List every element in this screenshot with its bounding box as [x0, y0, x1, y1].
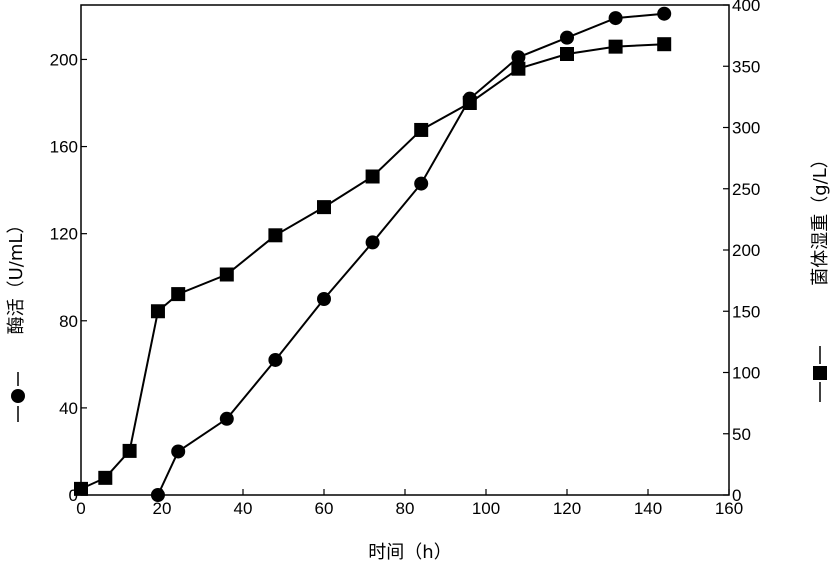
- series-line-1: [80, 43, 665, 490]
- enzyme-activity-point: [657, 6, 672, 21]
- right-y-tick-label: 200: [732, 241, 760, 260]
- right-y-tick-label: 400: [732, 0, 760, 15]
- x-tick-label: 20: [153, 499, 172, 518]
- left-y-tick-label: 40: [59, 399, 78, 418]
- wet-weight-point: [462, 96, 477, 110]
- wet-weight-point: [560, 47, 574, 61]
- wet-weight-point: [171, 287, 186, 302]
- right-y-tick-label: 0: [732, 486, 741, 505]
- x-tick-label: 140: [634, 499, 662, 518]
- wet-weight-point: [657, 37, 672, 52]
- left-y-axis-legend: 酶活（U/mL）: [6, 216, 27, 422]
- series-layer: [74, 6, 672, 502]
- x-tick-label: 100: [472, 499, 500, 518]
- wet-weight-point: [150, 304, 165, 319]
- wet-weight-point: [74, 481, 88, 496]
- enzyme-activity-point: [414, 176, 429, 191]
- enzyme-activity-point: [219, 411, 234, 426]
- wet-weight-point: [414, 122, 429, 137]
- right-y-tick-label: 250: [732, 180, 760, 199]
- wet-weight-point: [365, 169, 380, 184]
- enzyme-activity-point: [560, 30, 574, 45]
- enzyme-activity-point: [511, 50, 526, 65]
- series-line-0: [157, 12, 665, 496]
- x-tick-label: 80: [396, 499, 415, 518]
- wet-weight-point: [98, 470, 113, 485]
- enzyme-activity-point: [317, 292, 331, 306]
- enzyme-activity-point: [608, 11, 623, 26]
- left-y-axis-ticks: 0 40 80 120 160 200: [50, 50, 87, 505]
- right-y-axis-title: 菌体湿重（g/L）: [810, 150, 831, 286]
- right-y-tick-label: 300: [732, 119, 760, 138]
- wet-weight-point: [511, 61, 526, 76]
- x-tick-label: 60: [315, 499, 334, 518]
- x-tick-label: 160: [715, 499, 743, 518]
- x-tick-label: 0: [76, 499, 85, 518]
- right-y-axis-legend: 菌体湿重（g/L）: [810, 150, 831, 402]
- left-y-tick-label: 0: [69, 486, 78, 505]
- x-tick-label: 120: [553, 499, 581, 518]
- wet-weight-point: [122, 443, 137, 458]
- left-y-tick-label: 160: [50, 138, 78, 157]
- enzyme-activity-point: [365, 235, 380, 250]
- left-legend-circle-marker: [11, 389, 25, 403]
- wet-weight-point: [268, 228, 283, 243]
- enzyme-activity-point: [171, 444, 186, 459]
- left-y-tick-label: 200: [50, 50, 78, 69]
- x-tick-label: 40: [234, 499, 253, 518]
- left-y-axis-title: 酶活（U/mL）: [6, 216, 27, 335]
- plot-area-frame: [80, 4, 730, 496]
- wet-weight-point: [317, 200, 331, 215]
- enzyme-activity-point: [268, 352, 283, 367]
- right-y-tick-label: 350: [732, 57, 760, 76]
- right-y-axis-ticks: 0 50 100 150 200 250 300 350 400: [723, 0, 760, 505]
- wet-weight-point: [219, 267, 234, 282]
- right-y-tick-label: 150: [732, 302, 760, 321]
- x-axis-title: 时间（h）: [368, 542, 451, 563]
- right-y-tick-label: 100: [732, 364, 760, 383]
- right-legend-square-marker: [813, 366, 827, 380]
- left-y-tick-label: 80: [59, 312, 78, 331]
- enzyme-activity-point: [150, 488, 165, 502]
- x-axis-ticks: 0 20 40 60 80 100 120 140 160: [76, 489, 743, 518]
- wet-weight-point: [608, 39, 623, 54]
- left-y-tick-label: 120: [50, 225, 78, 244]
- right-y-tick-label: 50: [732, 425, 751, 444]
